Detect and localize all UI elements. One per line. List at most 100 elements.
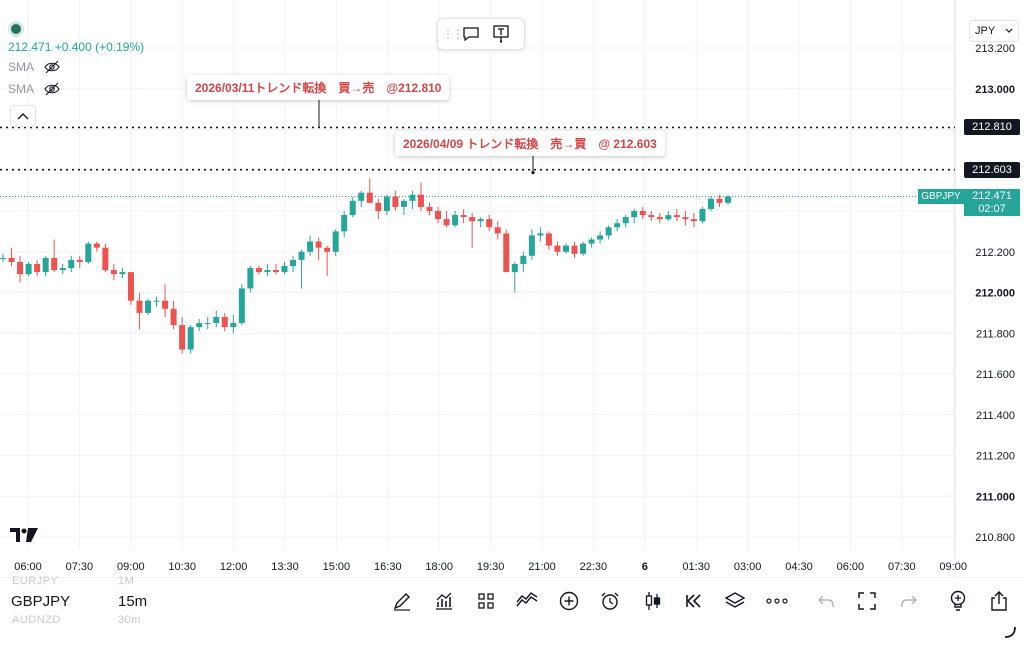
candle-body [545, 233, 552, 246]
interval-picker-prev[interactable]: 1M [118, 575, 135, 587]
bottom-toolbar [0, 577, 1024, 646]
candle-body [110, 270, 117, 275]
eye-off-icon[interactable] [44, 82, 60, 96]
rewind-icon [686, 594, 701, 608]
symbol-picker-current[interactable]: GBPJPY [11, 593, 71, 610]
collapse-legend-button[interactable] [10, 105, 36, 127]
candle [443, 211, 450, 228]
candle-body [281, 266, 288, 273]
indicator-sma-2[interactable]: SMA [8, 82, 60, 96]
candle [255, 266, 262, 275]
eye-off-icon[interactable] [44, 60, 60, 74]
y-tick-label: 211.600 [976, 369, 1015, 381]
candle [597, 231, 604, 244]
candle [460, 208, 467, 224]
drag-handle-icon[interactable]: ⋮⋮ [442, 27, 464, 41]
speech-bubble-icon [463, 27, 479, 42]
time-axis[interactable]: 06:00 07:30 09:00 10:30 12:00 13:30 15:00 16:30… [14, 561, 967, 573]
floating-drawing-toolbar[interactable]: ⋮⋮ [437, 18, 525, 50]
add-button[interactable] [558, 590, 580, 612]
candle [204, 316, 211, 330]
currency-select[interactable]: JPY [969, 20, 1019, 42]
ideas-button[interactable] [947, 590, 969, 612]
candle-body [725, 196, 732, 203]
fullscreen-button[interactable] [856, 590, 878, 612]
chart-type-button[interactable] [642, 590, 664, 612]
text-tool-button[interactable] [486, 20, 516, 48]
indicators-button[interactable] [433, 590, 455, 612]
candle-body [247, 268, 254, 289]
replay-button[interactable] [683, 590, 705, 612]
current-price-tag: 212.471 02:07 [964, 189, 1020, 216]
interval-picker-next[interactable]: 30m [118, 614, 141, 626]
current-symbol-tag: GBPJPY [918, 189, 964, 204]
candle [375, 198, 382, 220]
chart-grid [0, 0, 956, 577]
candle [503, 229, 510, 273]
candle [452, 211, 459, 228]
layers-button[interactable] [724, 590, 746, 612]
chevron-down-icon [1005, 28, 1013, 33]
candle [511, 261, 518, 293]
candle [238, 284, 245, 326]
symbol-picker-next[interactable]: AUDNZD [12, 614, 61, 626]
redo-button[interactable] [898, 590, 920, 612]
candle [520, 251, 527, 273]
candle [554, 241, 561, 256]
interval-picker-current[interactable]: 15m [118, 593, 148, 610]
layout-button[interactable] [475, 590, 497, 612]
pen-icon [393, 593, 410, 611]
candle [494, 221, 501, 240]
x-tick-label: 06:00 [837, 561, 865, 573]
more-button[interactable] [766, 590, 788, 612]
x-tick-label: 22:30 [580, 561, 608, 573]
alerts-button[interactable] [599, 590, 621, 612]
candle-body [51, 257, 58, 271]
candle [281, 261, 288, 275]
candle-body [119, 272, 126, 275]
indicators-icon [436, 592, 452, 610]
candle [110, 263, 117, 281]
candlestick-series [0, 178, 732, 354]
resize-handle[interactable] [1003, 625, 1019, 644]
candle [537, 227, 544, 242]
annotation-label-buy[interactable]: 2026/04/09 トレンド転換 売→買 @ 212.603 [395, 131, 665, 156]
x-tick-label: 06:00 [14, 561, 42, 573]
indicator-sma-1[interactable]: SMA [8, 60, 60, 74]
candle-body [494, 227, 501, 234]
more-dots-icon [766, 598, 788, 604]
annotation-label-sell[interactable]: 2026/03/11トレンド転換 買→売 @212.810 [187, 75, 450, 100]
x-tick-label: 15:00 [323, 561, 351, 573]
indicator-label: SMA [8, 60, 35, 74]
fullscreen-icon [858, 592, 876, 610]
candle-body [230, 323, 237, 328]
undo-button[interactable] [815, 590, 837, 612]
x-tick-label: 21:00 [528, 561, 556, 573]
candle [383, 194, 390, 216]
candle [409, 190, 416, 209]
candle [426, 202, 433, 216]
candle-body [452, 215, 459, 226]
candle [571, 241, 578, 258]
candle-body [102, 247, 109, 271]
candle-body [25, 263, 32, 275]
compare-button[interactable] [516, 590, 538, 612]
candle-body [358, 192, 365, 201]
drawing-tools-button[interactable] [391, 590, 413, 612]
candle [145, 298, 152, 315]
candle [25, 261, 32, 277]
y-tick-label: 213.000 [975, 84, 1015, 96]
share-button[interactable] [988, 590, 1010, 612]
symbol-picker-prev[interactable]: EURJPY [12, 575, 59, 587]
comment-button[interactable] [456, 20, 486, 48]
y-tick-label: 211.400 [976, 410, 1015, 422]
candle [469, 213, 476, 248]
candle [648, 211, 655, 222]
candle [562, 243, 569, 254]
candle [230, 314, 237, 334]
candle [162, 284, 169, 317]
currency-value: JPY [975, 25, 996, 37]
candle [528, 229, 535, 260]
candle [716, 194, 723, 207]
